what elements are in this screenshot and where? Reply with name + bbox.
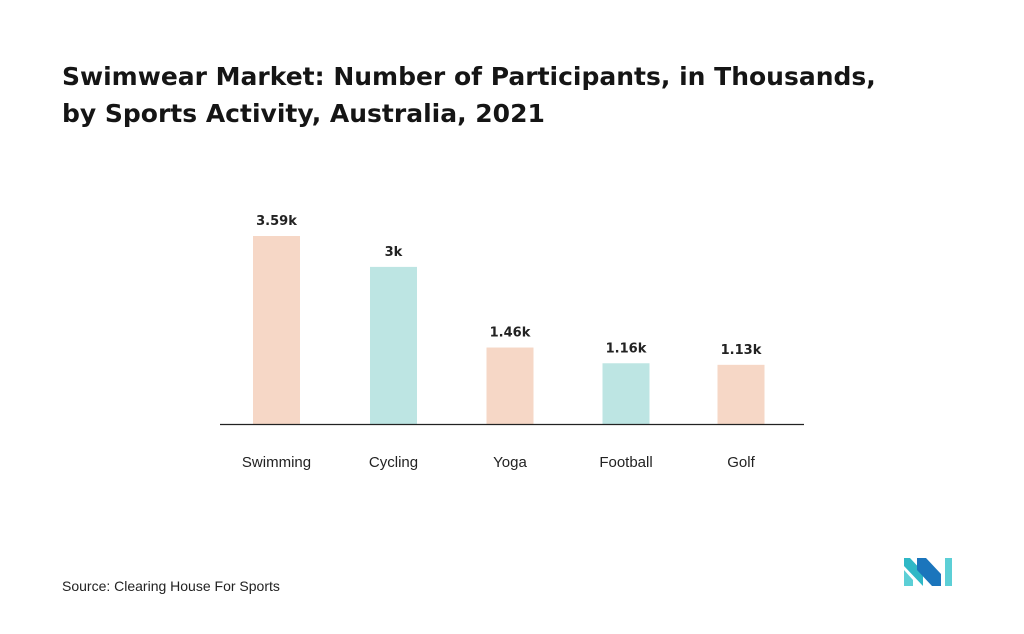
data-label-yoga: 1.46k — [490, 326, 531, 341]
category-label-cycling: Cycling — [369, 454, 418, 471]
logo-shape-middle — [917, 558, 941, 586]
logo-shape-left — [904, 558, 923, 586]
bar-cycling — [370, 266, 417, 424]
data-label-cycling: 3k — [385, 245, 403, 260]
category-label-yoga: Yoga — [493, 454, 527, 471]
logo-shape-base — [904, 570, 913, 586]
bar-yoga — [486, 347, 534, 424]
chart-title-line-1: Swimwear Market: Number of Participants,… — [62, 62, 876, 91]
data-label-football: 1.16k — [606, 341, 647, 356]
logo-shape-right — [945, 558, 952, 586]
chart-title: Swimwear Market: Number of Participants,… — [62, 58, 962, 132]
bar-golf — [717, 364, 765, 424]
data-label-swimming: 3.59k — [256, 214, 297, 229]
mordor-intelligence-logo-icon — [904, 558, 952, 586]
chart-title-line-2: by Sports Activity, Australia, 2021 — [62, 99, 545, 128]
category-label-football: Football — [599, 454, 652, 471]
category-label-golf: Golf — [727, 454, 755, 471]
category-label-swimming: Swimming — [242, 454, 311, 471]
source-note: Source: Clearing House For Sports — [62, 578, 280, 594]
data-label-golf: 1.13k — [721, 343, 762, 358]
bar-swimming — [253, 236, 300, 424]
bar-football — [602, 363, 650, 424]
